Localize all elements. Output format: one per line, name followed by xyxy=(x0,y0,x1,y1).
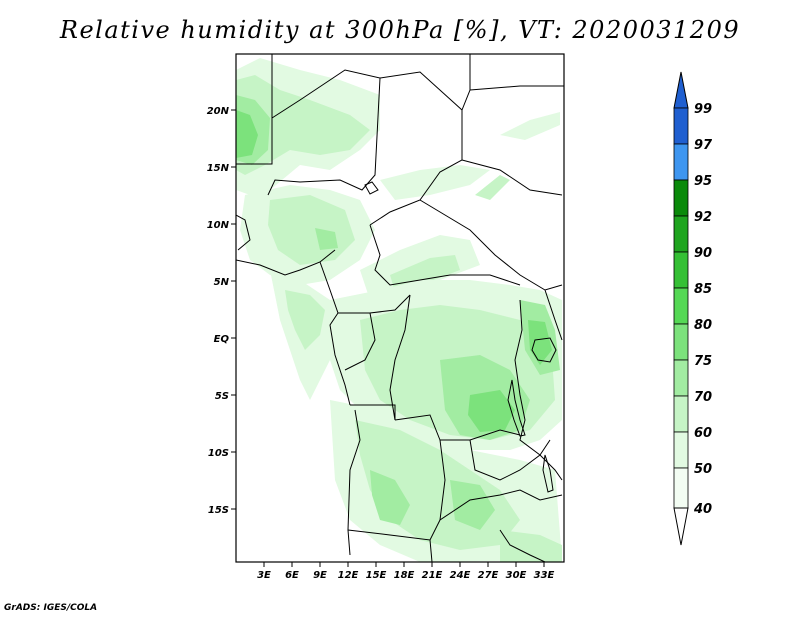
map-title: Relative humidity at 300hPa [%], VT: 202… xyxy=(59,16,741,44)
colorbar-segment xyxy=(673,251,689,289)
border-line xyxy=(369,71,463,226)
colorbar-bottom-arrow xyxy=(673,507,689,546)
lake-malawi xyxy=(542,454,554,493)
colorbar-segment xyxy=(673,215,689,253)
lat-label: 15N xyxy=(207,163,230,174)
colorbar-label: 97 xyxy=(694,138,713,153)
humidity-region xyxy=(468,390,515,432)
border-line xyxy=(369,224,521,286)
border-line xyxy=(394,414,521,441)
colorbar-segment xyxy=(673,323,689,361)
border-line xyxy=(429,539,433,562)
border-line xyxy=(347,489,563,541)
lat-label: 5N xyxy=(214,277,230,288)
lat-label: 15S xyxy=(208,505,229,516)
colorbar-label: 99 xyxy=(694,102,712,117)
border-line xyxy=(439,439,446,521)
colorbar-segment xyxy=(673,179,689,217)
lat-label: 20N xyxy=(207,106,230,117)
lon-label: 3E xyxy=(257,570,271,581)
colorbar-label: 95 xyxy=(694,174,712,189)
border-line xyxy=(236,214,251,251)
colorbar-label: 50 xyxy=(694,462,712,477)
colorbar-segment xyxy=(673,431,689,469)
colorbar-label: 90 xyxy=(694,246,712,261)
axis-ticks xyxy=(231,109,545,567)
border-line xyxy=(347,409,361,556)
humidity-region xyxy=(285,290,325,350)
colorbar-segment xyxy=(673,467,689,509)
border-line xyxy=(469,439,551,481)
border-line xyxy=(544,289,563,341)
humidity-region xyxy=(370,470,410,525)
humidity-region xyxy=(236,110,258,158)
border-line xyxy=(461,159,563,196)
colorbar-label: 40 xyxy=(693,502,712,517)
colorbar-top-arrow xyxy=(673,71,689,109)
border-line xyxy=(236,118,273,165)
humidity-region xyxy=(390,255,460,292)
humidity-region xyxy=(380,165,490,200)
lon-label: 30E xyxy=(506,570,527,581)
humidity-shading xyxy=(236,58,562,562)
colorbar: 99 97 95 92 90 85 80 75 70 60 50 40 xyxy=(673,71,713,546)
colorbar-segment xyxy=(673,143,689,181)
colorbar-segment xyxy=(673,287,689,325)
colorbar-segment xyxy=(673,395,689,433)
lat-label: 5S xyxy=(215,391,229,402)
humidity-region xyxy=(475,175,510,200)
colorbar-label: 70 xyxy=(694,390,712,405)
lat-label: EQ xyxy=(214,334,230,345)
border-line xyxy=(514,299,563,481)
lake-chad xyxy=(364,181,379,195)
lat-label: 10N xyxy=(207,220,230,231)
border-line xyxy=(319,261,411,314)
border-line xyxy=(350,404,396,420)
lon-label: 21E xyxy=(422,570,443,581)
colorbar-label: 80 xyxy=(694,318,712,333)
lake-tanganyika xyxy=(507,379,526,437)
border-line xyxy=(469,85,564,91)
latitude-labels: 20N 15N 10N 5N EQ 5S 10S 15S xyxy=(207,106,230,516)
colorbar-label: 75 xyxy=(694,354,712,369)
humidity-region xyxy=(500,112,560,140)
lon-label: 12E xyxy=(338,570,359,581)
border-line xyxy=(267,54,381,196)
border-line xyxy=(499,529,546,562)
map-frame xyxy=(235,53,565,563)
longitude-labels: 3E 6E 9E 12E 15E 18E 21E 24E 27E 30E 33E xyxy=(257,570,554,581)
border-line xyxy=(236,249,336,276)
humidity-region xyxy=(500,530,562,562)
lon-label: 24E xyxy=(450,570,471,581)
lake-victoria xyxy=(531,337,557,363)
lon-label: 9E xyxy=(313,570,327,581)
lon-label: 6E xyxy=(285,570,299,581)
lon-label: 27E xyxy=(478,570,499,581)
lakes xyxy=(364,181,557,493)
border-line xyxy=(329,312,351,406)
border-line xyxy=(344,312,376,371)
colorbar-segment xyxy=(673,107,689,145)
border-line xyxy=(461,54,471,111)
humidity-region xyxy=(315,228,338,250)
colorbar-segment xyxy=(673,359,689,397)
country-borders xyxy=(236,54,564,562)
humidity-region xyxy=(236,75,370,175)
grads-credit: GrADS: IGES/COLA xyxy=(4,603,98,613)
colorbar-label: 92 xyxy=(694,210,712,225)
humidity-region xyxy=(450,480,495,530)
lon-label: 33E xyxy=(534,570,555,581)
colorbar-label: 85 xyxy=(694,282,712,297)
colorbar-label: 60 xyxy=(694,426,712,441)
lon-label: 15E xyxy=(366,570,387,581)
lon-label: 18E xyxy=(394,570,415,581)
border-line xyxy=(389,294,411,421)
lat-label: 10S xyxy=(208,448,229,459)
